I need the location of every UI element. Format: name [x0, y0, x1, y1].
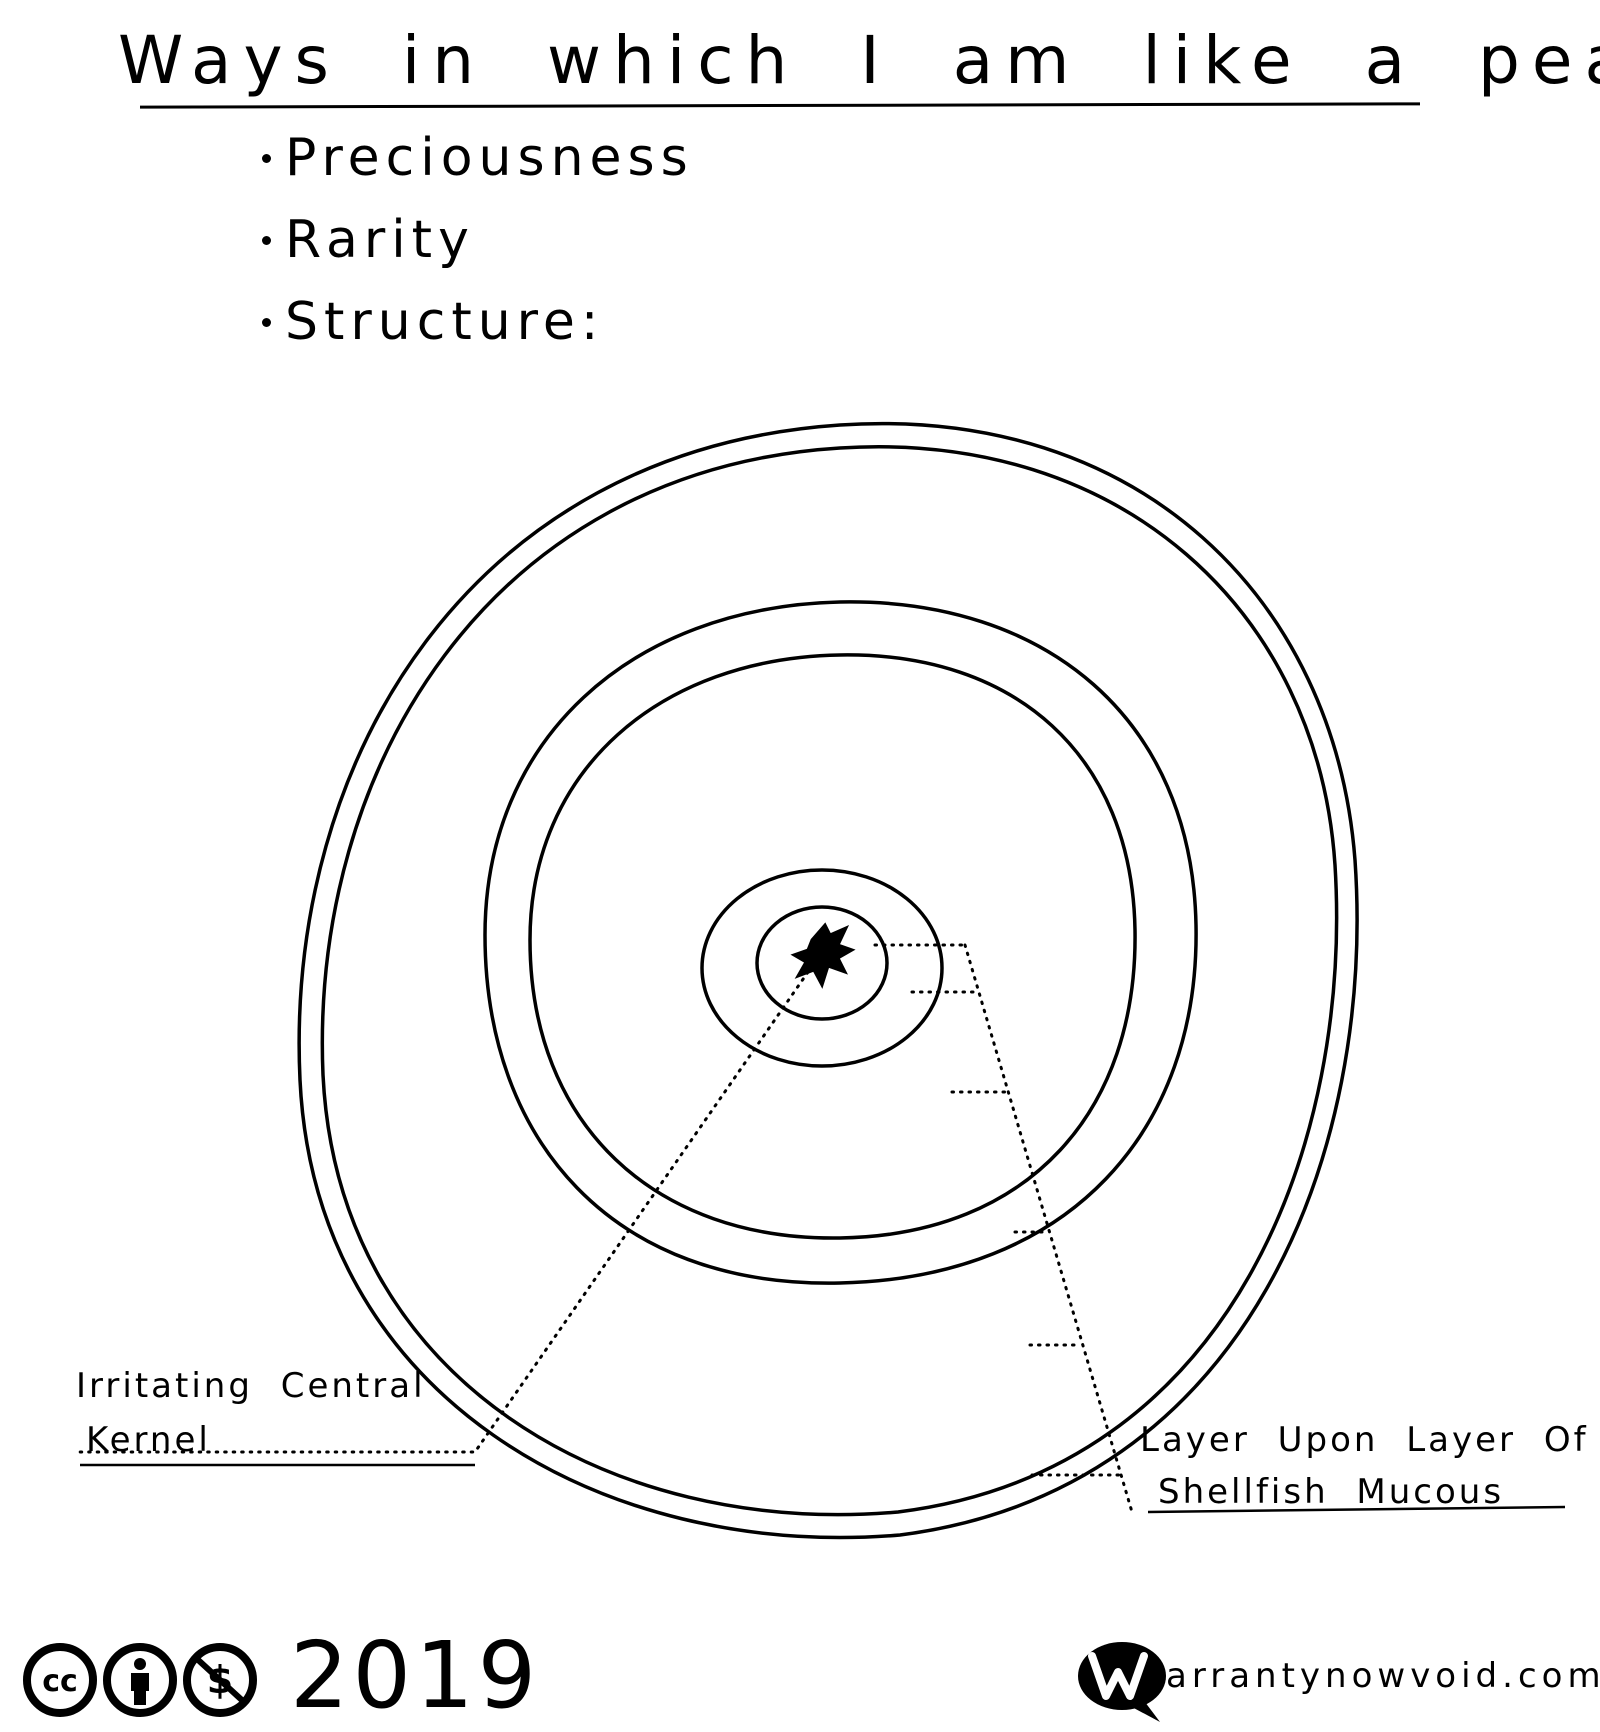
cc-icon: cc [23, 1643, 97, 1717]
kernel-label-line2: Kernel [86, 1420, 211, 1460]
bullet-item-rarity: Rarity [262, 210, 475, 270]
kernel-blob-icon [790, 922, 856, 989]
pearl-inner-layer-outline [700, 868, 944, 1068]
pearl-middle-layer-outline [483, 600, 1198, 1285]
noncommercial-icon: $ [183, 1643, 257, 1717]
bullet-dot [262, 317, 271, 327]
by-attribution-icon [103, 1643, 177, 1717]
kernel-leader-line [78, 970, 810, 1454]
pearl-inner-layer-inner-outline [755, 905, 889, 1021]
warrantynowvoid-logo-icon [1078, 1642, 1166, 1722]
kernel-label-line1: Irritating Central [76, 1366, 426, 1406]
bullet-dot [262, 235, 271, 245]
page-title: Ways in which I am like a pearl: [118, 22, 1600, 99]
bullet-text: Rarity [285, 210, 475, 270]
copyright-year: 2019 [290, 1622, 541, 1729]
bullet-item-preciousness: Preciousness [262, 128, 694, 188]
pearl-middle-layer-inner-outline [528, 653, 1137, 1240]
bullet-text: Preciousness [285, 128, 694, 188]
layers-leader-line [963, 943, 1134, 1514]
bullet-text: Structure: [285, 292, 605, 352]
layers-label-underline [1147, 1505, 1566, 1514]
layers-label-line1: Layer Upon Layer Of [1140, 1420, 1589, 1460]
bullet-dot [262, 153, 271, 163]
svg-text:cc: cc [42, 1664, 78, 1699]
bullet-item-structure: Structure: [262, 292, 604, 352]
layers-label-line2: Shellfish Mucous [1158, 1472, 1505, 1512]
website-url[interactable]: arrantynowvoid.com [1166, 1656, 1600, 1696]
pearl-outer-layer-inner-outline [320, 445, 1339, 1517]
pearl-outer-layer-outline [297, 421, 1359, 1540]
